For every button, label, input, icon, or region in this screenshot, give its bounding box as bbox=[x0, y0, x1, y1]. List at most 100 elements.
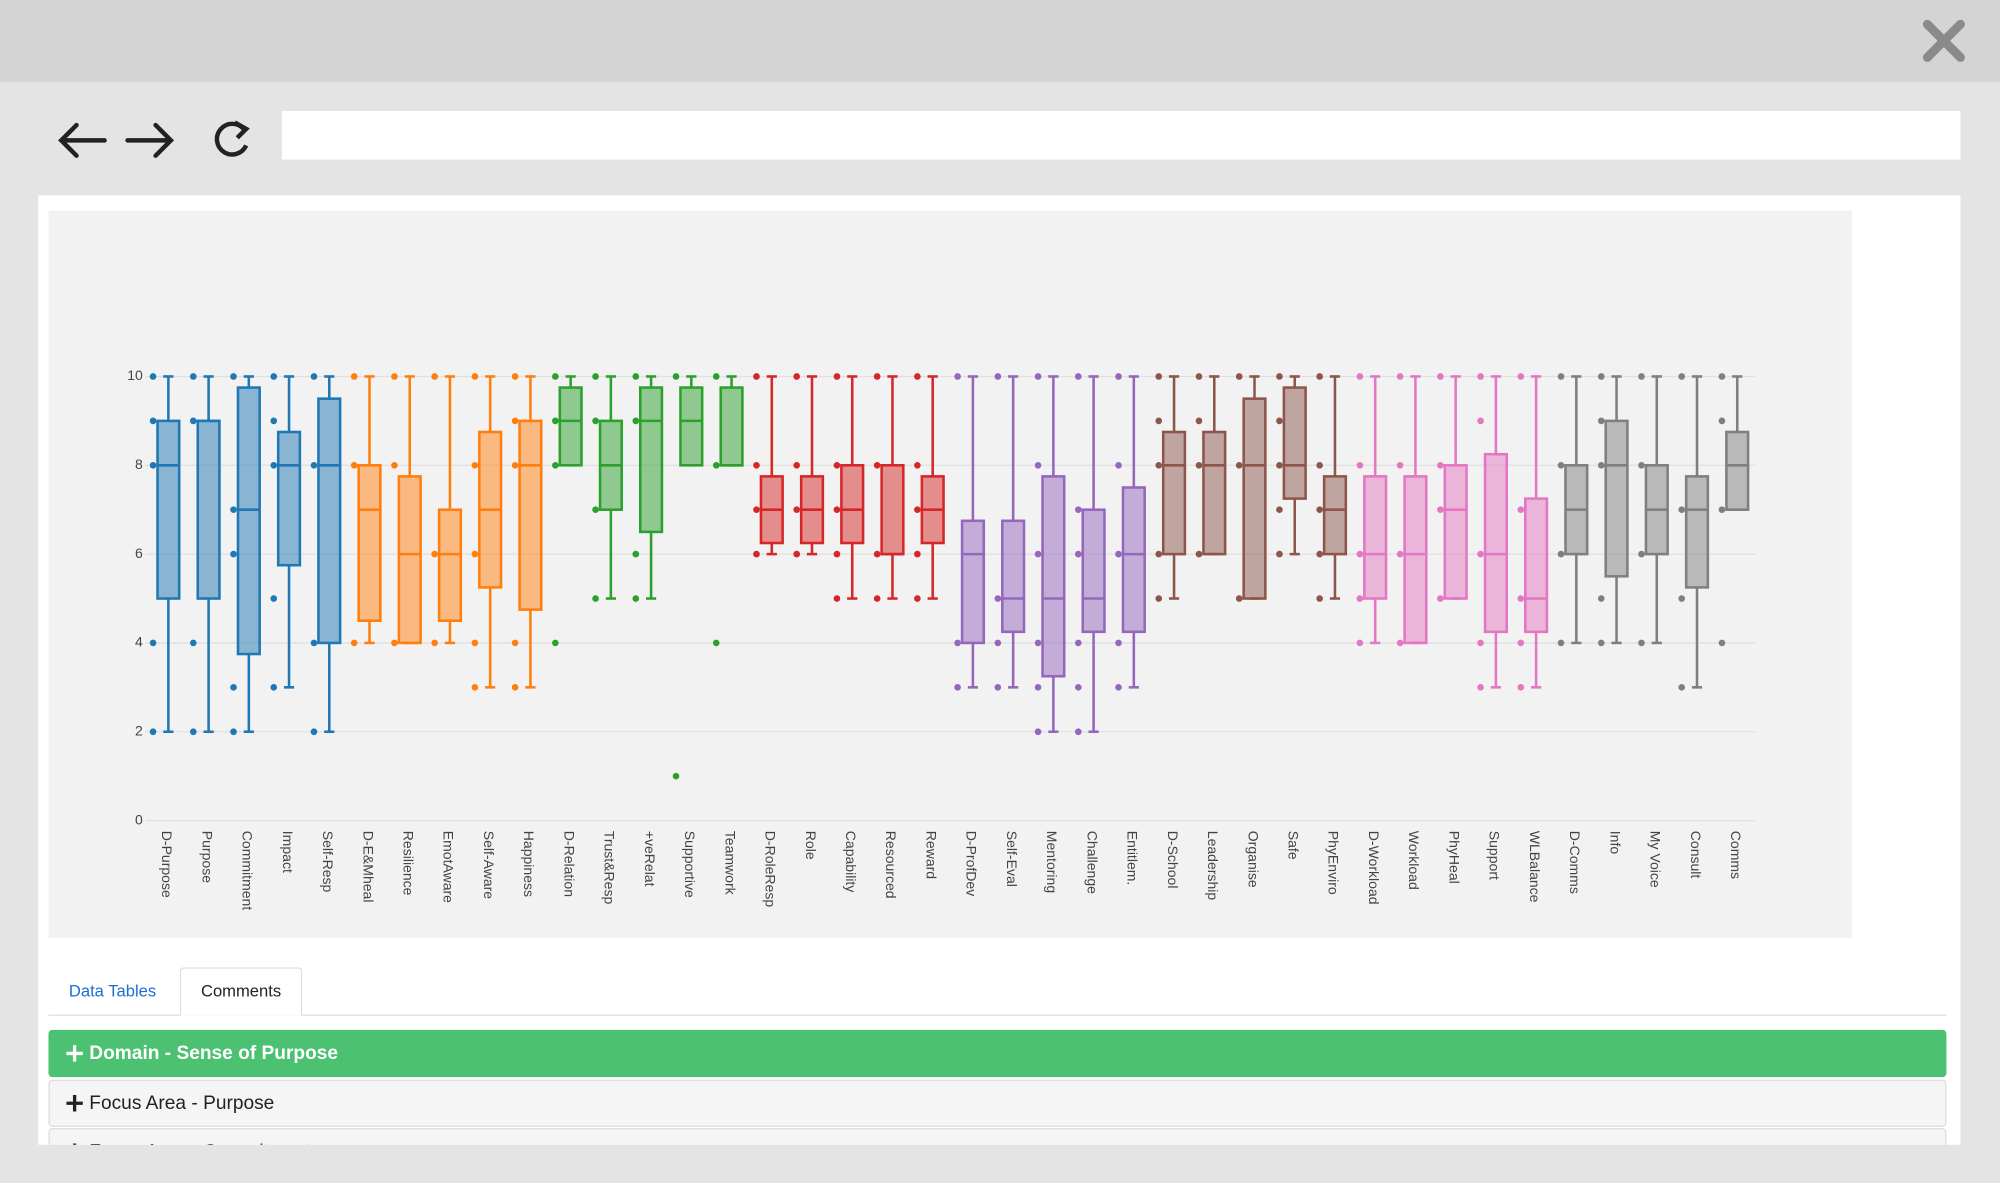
data-point bbox=[511, 417, 519, 425]
data-point bbox=[1316, 461, 1323, 469]
data-point bbox=[270, 417, 278, 425]
x-tick-label: +veRelat bbox=[642, 831, 658, 887]
data-point bbox=[1638, 550, 1645, 558]
data-point bbox=[914, 595, 921, 602]
data-point bbox=[1597, 639, 1605, 647]
x-tick-label: Resilience bbox=[400, 831, 416, 896]
data-point bbox=[1437, 506, 1444, 514]
data-point bbox=[1718, 417, 1726, 425]
data-point bbox=[270, 373, 278, 380]
x-tick-label: Safe bbox=[1285, 831, 1301, 860]
box bbox=[638, 386, 664, 534]
data-point bbox=[793, 461, 801, 469]
x-tick-label: D-ProfDev bbox=[964, 831, 980, 896]
data-point bbox=[833, 506, 841, 514]
data-point bbox=[1638, 461, 1645, 469]
data-point bbox=[1597, 595, 1605, 602]
data-point bbox=[1517, 684, 1525, 691]
forward-button[interactable] bbox=[125, 122, 175, 158]
data-point bbox=[753, 506, 760, 514]
address-bar[interactable] bbox=[281, 111, 1961, 160]
box bbox=[1242, 397, 1267, 600]
data-point bbox=[1477, 550, 1484, 558]
data-point bbox=[511, 461, 519, 469]
data-point bbox=[712, 373, 720, 380]
data-point bbox=[1195, 417, 1203, 425]
data-point bbox=[1396, 639, 1404, 647]
data-point bbox=[230, 728, 237, 736]
data-point bbox=[270, 684, 278, 691]
x-tick-label: Self-Eval bbox=[1004, 831, 1020, 887]
x-tick-label: Mentoring bbox=[1044, 831, 1060, 893]
data-point bbox=[511, 684, 519, 691]
data-point bbox=[1477, 373, 1484, 380]
y-tick-label: 8 bbox=[135, 456, 143, 472]
x-tick-label: D-RoleResp bbox=[763, 831, 779, 908]
tab-active[interactable]: Comments bbox=[179, 967, 303, 1016]
box bbox=[840, 464, 865, 545]
box bbox=[880, 464, 905, 556]
box bbox=[1121, 486, 1146, 634]
data-point bbox=[1074, 684, 1082, 691]
data-point bbox=[471, 373, 479, 380]
accordion-panel[interactable]: Focus Area - Purpose bbox=[48, 1079, 1947, 1127]
data-point bbox=[1437, 373, 1444, 380]
data-point bbox=[1034, 373, 1042, 380]
x-tick-label: Resourced bbox=[883, 831, 899, 899]
data-point bbox=[1235, 461, 1243, 469]
box bbox=[1443, 464, 1468, 600]
data-point bbox=[1034, 728, 1042, 736]
data-point bbox=[1316, 595, 1323, 602]
back-button[interactable] bbox=[58, 122, 107, 158]
data-point bbox=[1155, 550, 1163, 558]
box bbox=[1725, 430, 1750, 511]
data-point bbox=[1074, 728, 1082, 736]
data-point bbox=[1396, 550, 1404, 558]
accordion-panel[interactable]: Domain - Sense of Purpose bbox=[48, 1029, 1947, 1078]
data-point bbox=[1074, 373, 1082, 380]
data-point bbox=[914, 461, 921, 469]
data-point bbox=[1638, 639, 1645, 647]
data-point bbox=[1356, 550, 1364, 558]
data-point bbox=[1276, 461, 1283, 469]
data-point bbox=[310, 639, 318, 647]
data-point bbox=[1276, 417, 1283, 425]
data-point bbox=[1597, 417, 1605, 425]
data-point bbox=[1437, 461, 1444, 469]
data-point bbox=[552, 639, 559, 647]
data-point bbox=[672, 772, 680, 780]
data-point bbox=[310, 373, 318, 380]
data-point bbox=[1235, 595, 1243, 602]
expand-icon bbox=[66, 1094, 83, 1112]
tab-divider bbox=[48, 1014, 1947, 1016]
data-point bbox=[149, 373, 157, 380]
data-point bbox=[552, 461, 559, 469]
data-point bbox=[1678, 373, 1686, 380]
x-tick-label: Supportive bbox=[682, 831, 698, 898]
close-button[interactable] bbox=[1921, 18, 1967, 64]
data-point bbox=[712, 461, 720, 469]
accordion-panel[interactable]: Focus Area - Commitment bbox=[48, 1128, 1947, 1145]
data-point bbox=[1557, 639, 1565, 647]
data-point bbox=[833, 373, 841, 380]
data-point bbox=[1356, 639, 1364, 647]
data-point bbox=[552, 417, 559, 425]
data-point bbox=[471, 684, 479, 691]
data-point bbox=[753, 550, 760, 558]
data-point bbox=[1195, 550, 1203, 558]
tab[interactable]: Data Tables bbox=[68, 981, 157, 1001]
data-point bbox=[350, 461, 358, 469]
title-bar bbox=[0, 0, 2000, 82]
data-point bbox=[1678, 506, 1686, 514]
x-tick-label: Role bbox=[803, 831, 819, 860]
data-point bbox=[873, 461, 881, 469]
data-point bbox=[1597, 373, 1605, 380]
x-tick-label: Support bbox=[1487, 831, 1503, 880]
data-point bbox=[1437, 595, 1444, 602]
data-point bbox=[1034, 550, 1042, 558]
box bbox=[719, 386, 744, 467]
chart-background bbox=[48, 210, 1853, 938]
reload-button[interactable] bbox=[214, 120, 250, 157]
data-point bbox=[914, 373, 921, 380]
y-tick-label: 10 bbox=[127, 367, 143, 383]
